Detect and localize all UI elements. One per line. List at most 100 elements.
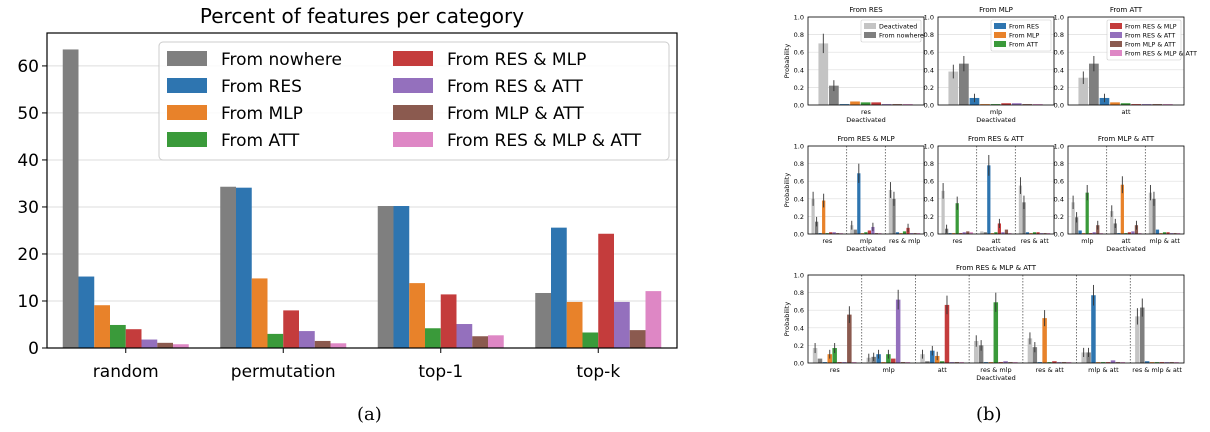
chart-title: Percent of features per category [200,4,524,28]
legend-label-from-nowhere: From nowhere [879,33,924,40]
bar-from-att-att-deactivated [1078,77,1089,105]
x-tick-label-top-k: top-k [576,362,620,382]
bar-from-mlp-mlp-from-res-att [1011,103,1022,105]
panel-title-from-res: From RES [849,6,883,14]
legend-label-from-res-mlp: From RES & MLP [1125,24,1177,31]
bar-from-res-att-res-deactivated [941,190,945,234]
bar-from-att-top-1 [425,328,441,348]
bar-from-res-mlp-att-res-mlp-att-from-mlp [1149,362,1155,363]
legend-label-from-res-mlp-att: From RES & MLP & ATT [1125,51,1197,58]
bar-from-res-res-from-res-mlp-att [902,104,913,105]
bar-from-mlp-att-att-from-res-mlp-att [1138,233,1142,234]
legend-swatch-from-mlp [994,32,1006,38]
y-tick-label: 0.4 [924,195,934,203]
y-tick-label: 0.2 [794,84,804,92]
panel-frame [1067,145,1185,235]
bar-from-res-att-random [141,339,158,348]
bar-from-res-mlp-res-mlp-from-att [902,231,907,234]
bar-from-res-att-att-from-att [994,232,998,234]
legend-swatch-from-res [167,78,207,93]
bar-from-res-mlp-res-mlp-from-nowhere [892,198,896,234]
x-axis-label: Deactivated [846,116,885,124]
bar-from-mlp-att-att-from-res [1117,233,1121,234]
bar-from-att-att-from-att [1120,103,1131,105]
x-tick-label-permutation: permutation [231,362,336,382]
panel-frame [937,145,1055,235]
x-axis-label: Deactivated [976,374,1015,382]
bar-from-res-res-deactivated [818,43,829,105]
bar-from-mlp-att-permutation [314,340,331,348]
bar-from-res-res-from-mlp [850,101,860,105]
bar-from-mlp-att-mlp-from-res-mlp-att [1099,233,1103,234]
bar-from-nowhere-random [62,49,79,348]
bar-from-att-permutation [267,333,284,348]
bar-from-res-att-res-from-res-mlp-att [969,232,973,234]
bar-from-mlp-att-mlp-from-mlp [1082,233,1086,234]
y-tick-label: 0.6 [794,178,804,186]
group-label-att: att [1121,237,1131,245]
bar-from-res-att-res-att-from-res [1025,232,1030,234]
y-tick-label: 40 [17,151,39,171]
bar-from-res-att-att-from-res-att [1001,232,1005,234]
bar-from-res-mlp-att-res-mlp-from-res-mlp [998,362,1003,363]
group-label-res-att: res & att [1036,366,1065,374]
y-tick-label: 0.4 [794,66,804,74]
bar-from-res-mlp-att-res-from-mlp-att [847,314,852,363]
bar-from-att-random [110,324,126,348]
y-tick-label: 0.8 [794,31,804,39]
bar-from-mlp-att-mlp-from-att [1085,192,1089,234]
y-tick-label: 0.8 [794,289,804,297]
bar-from-res-mlp-res-mlp-from-res-att [909,233,914,234]
bar-from-res-mlp-att-mlp-from-mlp [881,362,886,363]
bar-from-res-mlp-att-res-mlp-from-res-att [1003,361,1008,363]
y-tick-label: 1.0 [1054,143,1064,151]
bar-from-res-att-att-from-nowhere [983,232,987,234]
caption-b: (b) [976,404,1002,425]
bar-from-mlp-att-top-1 [472,336,488,348]
bar-from-res-mlp-att-res-att-from-res-mlp-att [1066,362,1072,363]
bar-from-mlp-att-att-deactivated [1110,211,1114,234]
group-label-mlp-att: mlp & att [1149,237,1180,245]
legend-swatch-from-res-mlp [393,51,433,66]
bar-from-res-mlp-res-from-mlp [822,200,826,234]
y-tick-label: 1.0 [1054,14,1064,22]
legend-label-deactivated: Deactivated [879,24,917,31]
panel-title-from-res-mlp-att: From RES & MLP & ATT [956,264,1037,272]
y-axis-label: Probability [783,302,791,337]
bar-from-mlp-att-mlp-deactivated [1071,202,1075,234]
bar-from-mlp-top-k [566,301,583,348]
bar-from-res-res-from-att [860,102,871,105]
y-tick-label: 0.2 [924,84,934,92]
x-axis-label: Deactivated [976,245,1015,253]
bar-from-res-mlp-att-res-mlp-att-from-mlp-att [1169,362,1174,363]
bar-from-mlp-att-mlp-att-from-att [1162,232,1167,234]
bar-from-res-mlp-att-mlp-att-from-att [1100,362,1106,363]
bar-from-res-att-top-k [614,301,630,348]
bar-from-res-att-att-from-mlp-att [1004,229,1009,234]
bar-from-res-att-res-from-mlp-att [966,231,970,234]
bar-from-res-mlp-att-random [173,344,189,348]
bar-from-res-mlp-res-from-res-mlp [829,232,833,234]
group-label-res: res [861,108,872,116]
legend-label-from-mlp-att: From MLP & ATT [447,104,584,124]
bar-from-res-mlp-att-res-from-nowhere [817,358,823,363]
y-tick-label: 0.4 [1054,66,1064,74]
y-tick-label: 0.6 [924,178,934,186]
bar-from-res-mlp-att-mlp-att-from-nowhere [1086,352,1091,363]
bar-from-res-mlp-att-res-att-deactivated [1027,338,1033,363]
plot-frame [46,32,678,349]
bar-from-res-att-res-from-att [955,203,959,234]
bar-from-nowhere-top-k [535,292,551,348]
bar-from-res-mlp-att-res-mlp-att-from-res-mlp [1159,362,1165,363]
panel-title-from-att: From ATT [1110,6,1143,14]
y-axis-label: Probability [783,173,791,208]
legend-swatch-deactivated [864,23,876,29]
group-label-res-mlp-att: res & mlp & att [1132,366,1182,374]
bar-from-res-att-top-1 [456,324,473,348]
x-axis-label: Deactivated [1106,245,1145,253]
bar-from-res-mlp-att-res-att-from-att [1047,362,1052,363]
bar-from-res-mlp-att-att-from-nowhere [925,361,930,363]
bar-from-res-mlp-att-res-mlp-from-mlp [988,362,994,363]
bar-from-res-mlp-att-res-mlp-att-deactivated [1135,316,1140,363]
bar-from-res-random [78,276,95,348]
